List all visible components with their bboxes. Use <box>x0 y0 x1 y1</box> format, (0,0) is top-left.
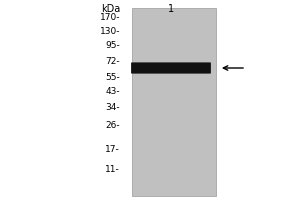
Text: 43-: 43- <box>105 88 120 97</box>
Text: kDa: kDa <box>101 4 120 14</box>
Text: 11-: 11- <box>105 164 120 173</box>
Bar <box>132 8 216 196</box>
Text: 130-: 130- <box>100 26 120 36</box>
Text: 34-: 34- <box>105 104 120 112</box>
Text: 170-: 170- <box>100 14 120 22</box>
Text: 72-: 72- <box>105 56 120 66</box>
Text: 95-: 95- <box>105 40 120 49</box>
Text: 26-: 26- <box>105 120 120 130</box>
Text: 55-: 55- <box>105 72 120 82</box>
Text: 1: 1 <box>168 4 174 14</box>
Text: 17-: 17- <box>105 144 120 154</box>
FancyBboxPatch shape <box>131 62 211 74</box>
